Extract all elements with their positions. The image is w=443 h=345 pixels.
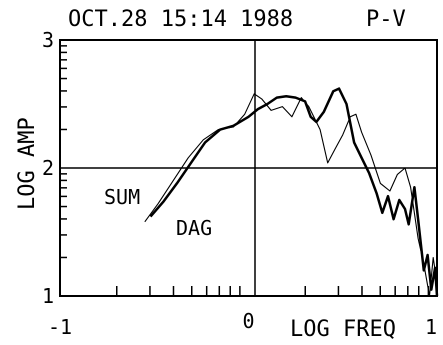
chart-subtitle: P-V bbox=[366, 7, 406, 32]
x-tick-label: 1 bbox=[425, 315, 437, 339]
x-tick-label: -1 bbox=[48, 315, 72, 339]
axis-ticks bbox=[60, 45, 430, 296]
series-labels: SUM DAG bbox=[104, 185, 212, 240]
x-axis-label: LOG FREQ bbox=[290, 317, 396, 342]
y-tick-label: 3 bbox=[42, 28, 54, 52]
x-tick-label: 0 bbox=[242, 309, 254, 333]
series-label-dag: DAG bbox=[176, 216, 212, 240]
tick-labels: -1 0 1 1 2 3 bbox=[42, 28, 437, 339]
series-line-sum bbox=[149, 87, 439, 297]
y-tick-label: 1 bbox=[42, 284, 54, 308]
series-line-dag bbox=[144, 93, 438, 297]
chart-title: OCT.28 15:14 1988 bbox=[68, 7, 293, 32]
series-layer bbox=[144, 87, 439, 297]
y-tick-label: 2 bbox=[42, 156, 54, 180]
y-axis-label: LOG AMP bbox=[15, 117, 40, 210]
series-label-sum: SUM bbox=[104, 185, 140, 209]
